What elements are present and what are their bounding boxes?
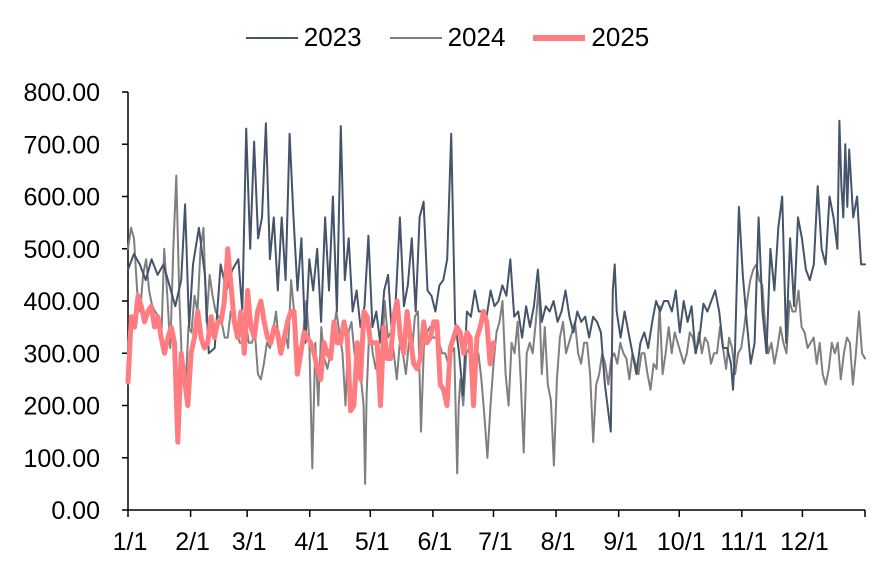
y-tick-label: 600.00 <box>24 184 100 212</box>
series-line-2025 <box>125 246 496 445</box>
x-tick-label: 8/1 <box>541 528 576 556</box>
legend-item-2025: 2025 <box>533 22 649 53</box>
y-tick-label: 800.00 <box>24 79 100 107</box>
x-tick-label: 1/1 <box>113 528 148 556</box>
x-axis: 1/1 2/1 3/1 4/1 5/1 6/1 7/1 8/1 9/1 10/1 11/1 12/1 <box>113 509 866 556</box>
x-tick-label: 11/1 <box>720 528 767 556</box>
legend-swatch-2023 <box>245 36 298 39</box>
y-tick-label: 100.00 <box>24 445 100 473</box>
legend-label-2025: 2025 <box>591 22 650 52</box>
series-group <box>125 119 866 485</box>
x-tick-label: 12/1 <box>780 528 829 556</box>
series-line-2024 <box>127 174 866 485</box>
y-tick-label: 400.00 <box>24 288 100 316</box>
y-axis: 0.00 100.00 200.00 300.00 400.00 500.00 600.00… <box>24 79 129 525</box>
y-tick-label: 500.00 <box>24 236 100 264</box>
x-tick-label: 10/1 <box>657 528 706 556</box>
y-tick-label: 300.00 <box>24 340 100 368</box>
series-line-2023 <box>127 119 866 433</box>
legend-item-2023: 2023 <box>245 22 362 53</box>
x-tick-label: 9/1 <box>603 528 638 556</box>
y-tick-label: 0.00 <box>51 497 100 525</box>
legend-label-2024: 2024 <box>447 22 506 52</box>
y-tick-label: 200.00 <box>24 393 100 421</box>
x-tick-label: 3/1 <box>232 528 267 556</box>
legend-item-2024: 2024 <box>389 22 506 53</box>
x-tick-label: 4/1 <box>294 528 329 556</box>
x-tick-label: 6/1 <box>418 528 453 556</box>
x-tick-label: 5/1 <box>355 528 390 556</box>
legend-label-2023: 2023 <box>303 22 362 52</box>
x-tick-label: 2/1 <box>175 528 210 556</box>
legend-swatch-2024 <box>389 36 442 39</box>
x-tick-label: 7/1 <box>478 528 513 556</box>
legend-swatch-2025 <box>533 34 586 41</box>
chart-legend: 2023 2024 2025 <box>0 22 895 53</box>
y-tick-label: 700.00 <box>24 131 100 159</box>
